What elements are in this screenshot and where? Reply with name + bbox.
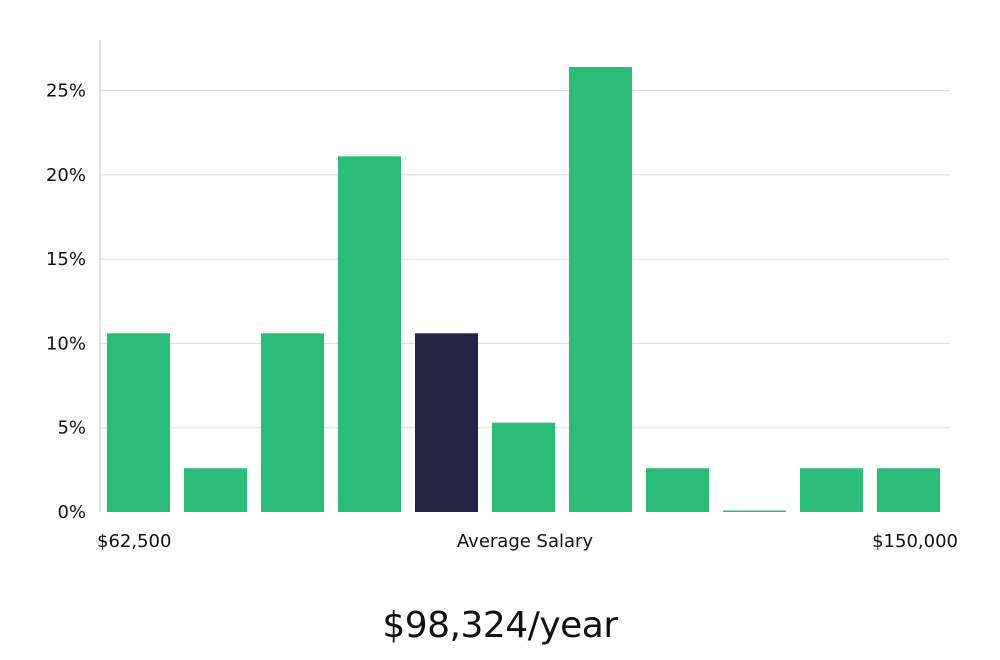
bar (569, 67, 632, 512)
y-tick-label: 10% (46, 333, 86, 354)
y-tick-label: 20% (46, 165, 86, 186)
bar-highlighted (415, 333, 478, 512)
bar (107, 333, 170, 512)
salary-histogram-chart: 0%5%10%15%20%25% $62,500 Average Salary … (46, 40, 958, 552)
y-tick-label: 5% (57, 418, 86, 439)
x-min-label: $62,500 (97, 531, 171, 552)
x-max-label: $150,000 (872, 531, 958, 552)
bar (723, 510, 786, 512)
bars (107, 67, 940, 513)
bar (338, 156, 401, 513)
y-tick-label: 15% (46, 249, 86, 270)
bar (877, 468, 940, 512)
gridlines (100, 90, 950, 429)
average-salary-value: $98,324/year (382, 605, 618, 646)
bar (492, 422, 555, 512)
x-axis-title: Average Salary (457, 531, 594, 552)
bar (261, 333, 324, 512)
y-tick-label: 25% (46, 81, 86, 102)
bar (184, 468, 247, 512)
bar (800, 468, 863, 512)
y-axis-ticks: 0% 5% 10% 15% 20% 25% (46, 81, 86, 523)
y-tick-label: 0% (57, 502, 86, 523)
bar (646, 468, 709, 512)
